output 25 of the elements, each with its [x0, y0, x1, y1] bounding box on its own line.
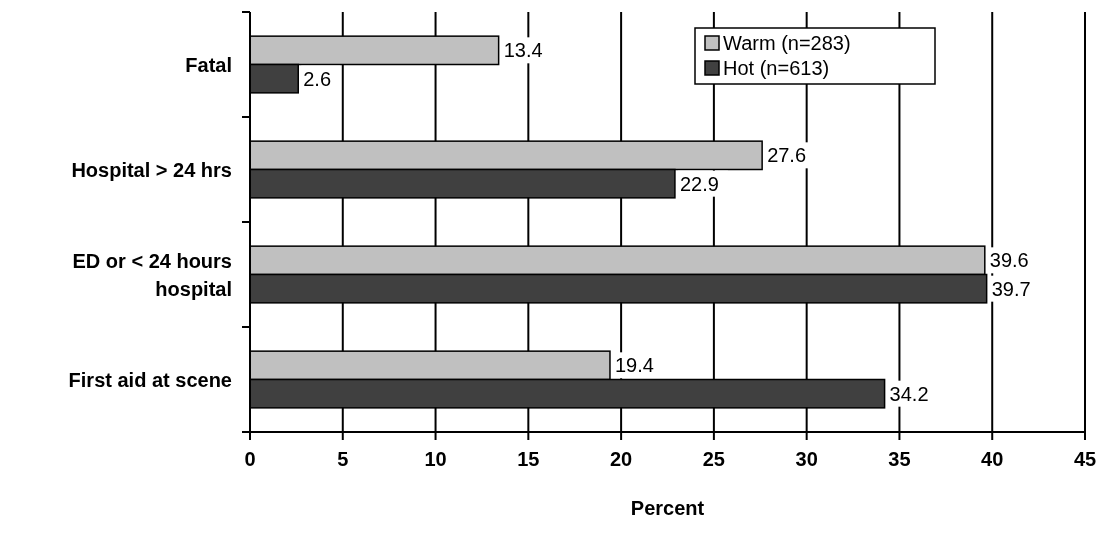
- legend-label: Hot (n=613): [723, 57, 830, 79]
- y-tick-label: Hospital > 24 hrs: [71, 158, 232, 181]
- data-label: 2.6: [303, 67, 332, 90]
- x-tick-label: 40: [981, 448, 1004, 470]
- data-label: 39.6: [989, 249, 1029, 272]
- x-tick-label: 5: [337, 448, 349, 470]
- x-tick-label: 10: [424, 448, 447, 470]
- data-label: 22.9: [679, 172, 719, 195]
- x-tick-label: 0: [244, 448, 256, 470]
- y-tick-label: ED or < 24 hours hospital: [72, 249, 232, 300]
- y-tick-label: First aid at scene: [68, 368, 232, 391]
- x-tick-label: 35: [888, 448, 911, 470]
- x-tick-label: 20: [609, 448, 633, 470]
- x-tick-label: 45: [1073, 448, 1097, 470]
- x-tick-label: 30: [795, 448, 818, 470]
- data-label: 27.6: [767, 144, 807, 167]
- x-tick-label: 25: [702, 448, 726, 470]
- legend-label: Warm (n=283): [723, 32, 851, 54]
- y-tick-label: Fatal: [185, 53, 232, 76]
- x-tick-label: 15: [517, 448, 540, 470]
- data-label: 34.2: [889, 382, 929, 405]
- x-axis-title: Percent: [630, 497, 705, 519]
- data-label: 19.4: [614, 354, 654, 377]
- data-label: 39.7: [991, 277, 1031, 300]
- data-label: 13.4: [503, 39, 543, 62]
